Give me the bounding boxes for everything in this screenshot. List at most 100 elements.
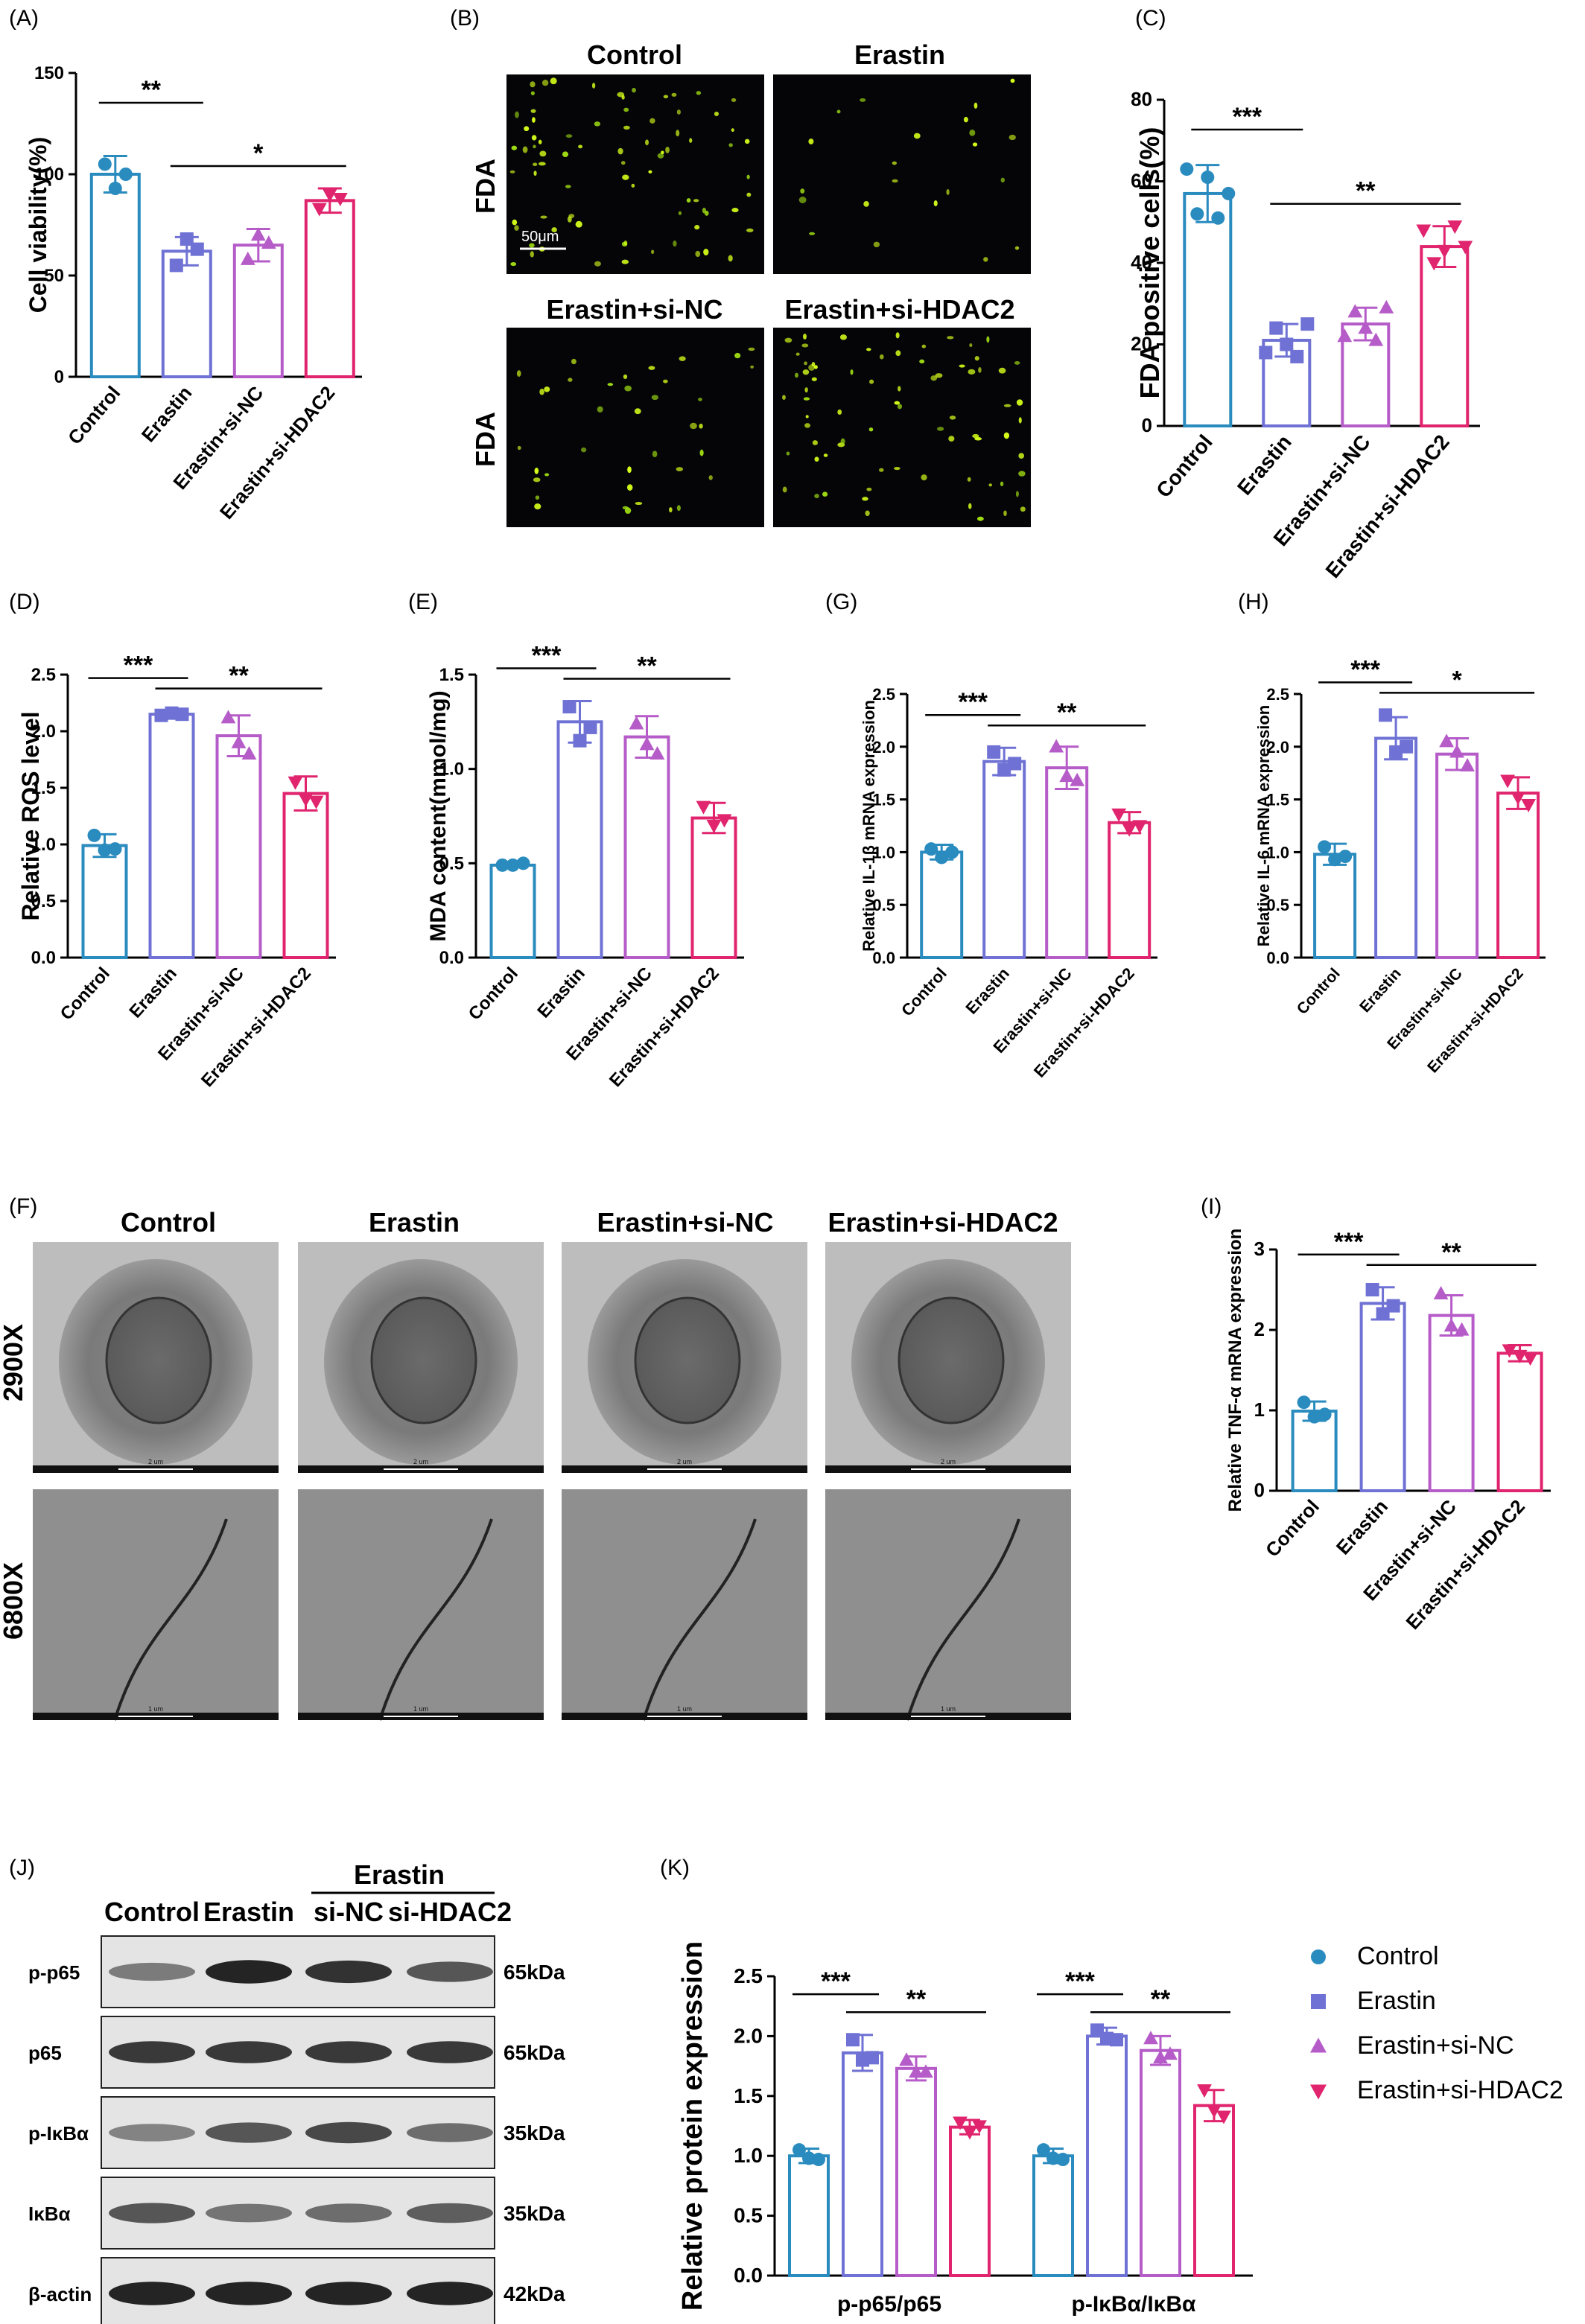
bar: [81, 844, 128, 960]
fluorescent-cell: [698, 398, 702, 401]
panel-j-western-blot: Erastin Control Erastin si-NC si-HDAC2 p…: [28, 1859, 565, 2324]
fluorescent-cell: [782, 486, 787, 493]
fluorescent-cell: [531, 135, 537, 141]
y-tick-label: 50: [44, 266, 64, 286]
data-point: [865, 2051, 879, 2065]
data-point: [953, 2116, 968, 2130]
fluorescent-cell: [850, 369, 854, 375]
data-point: [812, 2153, 825, 2167]
fluorescent-cell: [948, 436, 955, 442]
significance-label: ***: [1232, 103, 1262, 131]
fluorescent-cell: [839, 334, 847, 340]
data-point: [1447, 220, 1463, 235]
fluorescent-cell: [813, 365, 818, 369]
y-tick-label: 2.0: [872, 738, 895, 757]
fluorescent-cell: [894, 401, 900, 405]
data-point: [696, 800, 711, 815]
fluorescent-cell: [622, 506, 629, 510]
data-point: [180, 232, 194, 246]
fluorescent-cell: [623, 107, 629, 112]
data-point: [918, 2064, 933, 2078]
y-tick-label: 0: [1254, 1479, 1265, 1501]
fluorescent-cell: [804, 387, 808, 393]
b-image-erastin: [773, 74, 1031, 274]
panel-label-g: (G): [825, 590, 857, 614]
y-tick-label: 2.5: [872, 685, 895, 704]
fluorescent-cell: [803, 397, 810, 401]
fluorescent-cell: [679, 356, 686, 361]
bar: [1313, 853, 1357, 960]
data-point: [1426, 257, 1442, 271]
data-point: [154, 708, 168, 722]
blot-protein-label: β-actin: [28, 2283, 92, 2305]
j-group-header: Erastin: [354, 1859, 445, 1890]
data-point: [1458, 241, 1473, 255]
fluorescent-cell: [798, 197, 807, 203]
y-axis-label: Relative TNF-α mRNA expression: [1225, 1229, 1245, 1512]
data-point: [1059, 768, 1075, 783]
fluorescent-cell: [913, 133, 921, 139]
fluorescent-cell: [814, 494, 819, 499]
data-point: [909, 2064, 924, 2078]
fluorescent-cell: [862, 497, 868, 501]
data-point: [1201, 171, 1215, 185]
fluorescent-cell: [967, 477, 971, 482]
bar: [982, 760, 1026, 960]
legend-label: Erastin+si-NC: [1357, 2031, 1514, 2060]
y-tick-label: 0.0: [734, 2264, 763, 2287]
j-lane-control: Control: [104, 1897, 200, 1927]
data-point: [1338, 850, 1353, 864]
data-point: [1222, 186, 1236, 200]
fluorescent-cell: [936, 427, 944, 431]
fluorescent-cell: [597, 406, 603, 413]
data-point: [288, 776, 303, 790]
x-tick-label: p-p65/p65: [837, 2292, 941, 2317]
fluorescent-cell: [511, 145, 518, 150]
data-point: [1522, 1352, 1538, 1366]
fluorescent-cell: [746, 174, 750, 179]
fluorescent-cell: [623, 240, 628, 246]
significance-label: **: [229, 662, 249, 690]
data-point: [322, 188, 337, 203]
fluorescent-cell: [620, 161, 626, 165]
fluorescent-cell: [627, 466, 632, 474]
bar: [842, 2051, 883, 2278]
fluorescent-cell: [728, 143, 733, 147]
y-tick-label: 0.5: [734, 2204, 763, 2227]
fluorescent-cell: [517, 445, 521, 451]
blot-band: [305, 2203, 392, 2223]
y-axis-label: Relative ROS level: [17, 711, 44, 920]
tem-nucleus: [898, 1296, 1005, 1424]
fluorescent-cell: [544, 473, 550, 477]
significance-label: ***: [821, 1967, 851, 1996]
data-point: [1211, 211, 1225, 225]
y-tick-label: 40: [1131, 251, 1152, 273]
fluorescent-cell: [893, 467, 901, 471]
y-axis-label: Cell viability(%): [25, 137, 51, 313]
legend-marker: [1310, 2084, 1327, 2100]
y-tick-label: 0.0: [439, 948, 464, 968]
legend-marker: [1311, 1994, 1326, 2009]
fluorescent-cell: [814, 456, 819, 462]
tem-nucleus: [370, 1296, 477, 1424]
bar: [1193, 2104, 1235, 2278]
data-point: [1500, 774, 1515, 789]
bar: [1428, 1314, 1475, 1493]
x-tick-label: Erastin: [533, 964, 589, 1022]
bar: [623, 735, 670, 959]
fluorescent-cell: [1016, 399, 1023, 406]
data-point: [1439, 733, 1454, 748]
fluorescent-cell: [1014, 360, 1020, 365]
fluorescent-cell: [678, 211, 682, 215]
legend-label: Erastin+si-HDAC2: [1357, 2076, 1563, 2104]
panel-label-b: (B): [450, 6, 480, 31]
data-point: [1443, 1318, 1459, 1332]
data-point: [639, 736, 655, 751]
blot-band: [407, 2123, 493, 2142]
data-point: [175, 707, 189, 722]
blot-band: [109, 2203, 195, 2223]
data-point: [506, 858, 520, 872]
fluorescent-cell: [538, 162, 546, 166]
blot-band: [109, 2041, 195, 2063]
fluorescent-cell: [744, 139, 750, 144]
